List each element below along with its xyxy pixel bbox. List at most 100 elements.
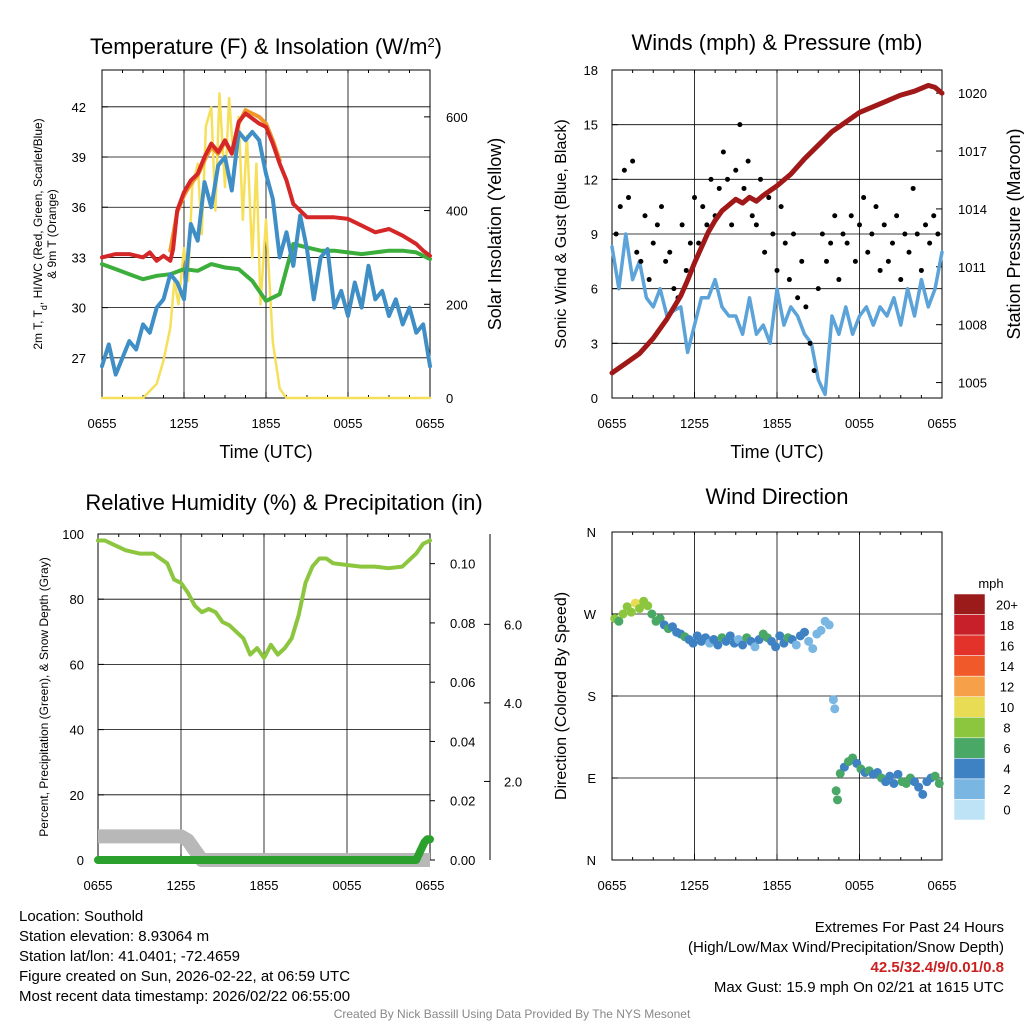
colorbar-label: 0 [1003, 803, 1010, 818]
rh-series-humidity [96, 538, 432, 660]
rh-ytick-label: 20 [70, 788, 84, 803]
location-text: Location: Southold [19, 908, 144, 925]
wind-gust-point [737, 122, 743, 128]
rh-ytick-label: 80 [70, 592, 84, 607]
wind-gust-point [634, 249, 640, 255]
temp-y2label: Solar Insolation (Yellow) [485, 138, 505, 330]
temp-ytick-label: 36 [72, 200, 86, 215]
dir-xtick-label: 0655 [928, 878, 957, 893]
wind-gust-point [906, 249, 912, 255]
rh-ytick-label: 60 [70, 657, 84, 672]
temp-xtick-label: 1255 [170, 416, 199, 431]
wind-gust-point [778, 204, 784, 210]
temp-ylabel-line2: & 9m T (Orange) [45, 189, 59, 279]
wind-gust-point [654, 222, 660, 228]
dir-xtick-label: 1255 [680, 878, 709, 893]
dir-point [618, 609, 628, 619]
wind-ytick-label: 0 [591, 391, 598, 406]
wind-gust-point [692, 195, 697, 201]
colorbar-label: 20+ [996, 597, 1018, 612]
colorbar-swatch [953, 634, 986, 656]
rh-xtick-label: 0055 [333, 878, 362, 893]
colorbar-swatch [953, 696, 986, 718]
wind-gust-point [894, 213, 900, 219]
dir-point [808, 644, 818, 654]
rh-xtick-label: 0655 [416, 878, 445, 893]
wind-gust-point [716, 185, 722, 191]
colorbar-swatch [953, 614, 986, 636]
rh-series-precip [94, 835, 434, 864]
colorbar-label: 2 [1003, 782, 1010, 797]
wind-gust-point [803, 304, 809, 310]
rh-ytick-label: 40 [70, 723, 84, 738]
wind-ytick-label: 18 [584, 63, 598, 78]
wind-gust-point [873, 204, 879, 210]
rh-precip-tick-label: 0.02 [450, 794, 475, 809]
extremes-values: 42.5/32.4/9/0.01/0.8 [870, 959, 1004, 976]
dir-point [771, 642, 781, 652]
dir-point [816, 625, 826, 635]
colorbar-label: 18 [1000, 618, 1014, 633]
wind-gust-point [687, 240, 693, 246]
dir-ytick-label: S [587, 689, 596, 704]
rh-ytick-label: 0 [77, 853, 84, 868]
wind-gust-point [815, 286, 821, 292]
dir-xtick-label: 0055 [845, 878, 874, 893]
wind-gust-point [840, 231, 846, 237]
colorbar-label: 6 [1003, 741, 1010, 756]
wind-gust-point [617, 204, 623, 210]
wind-gust-point [791, 231, 796, 237]
dir-point [800, 627, 809, 637]
wind-xtick-label: 0655 [598, 416, 627, 431]
dir-point [930, 771, 940, 781]
rh-snow-tick-label: 6.0 [504, 617, 522, 632]
wind-gust-point [720, 149, 726, 155]
temp-ylabel-b: , HI/WC (Red, Green, Scarlet/Blue) [31, 118, 45, 305]
wind-gust-point [914, 231, 920, 237]
dir-point [738, 640, 748, 650]
dir-ytick-label: E [587, 771, 596, 786]
dir-point [828, 695, 838, 705]
dir-ytick-label: N [587, 853, 596, 868]
max-gust-text: Max Gust: 15.9 mph On 02/21 at 1615 UTC [713, 979, 1004, 996]
temp-ytick-label: 33 [72, 250, 86, 265]
colorbar-title: mph [978, 576, 1003, 591]
wind-gust-point [774, 267, 780, 273]
wind-gust-point [646, 277, 652, 283]
temp-ytick-label: 27 [72, 351, 86, 366]
temp-ytick-label: 42 [72, 100, 86, 115]
rh-precip-tick-label: 0.00 [450, 853, 475, 868]
temp-ytick-label: 39 [72, 150, 86, 165]
temp-series-insolation [100, 92, 432, 400]
colorbar-swatch [953, 737, 986, 759]
wind-gust-point [630, 158, 636, 164]
wind-gust-point [679, 222, 685, 228]
temp-series-dewpoint [100, 242, 432, 303]
wind-series-pressure [609, 82, 945, 376]
wind-gust-point [807, 340, 813, 346]
colorbar-label: 16 [1000, 638, 1014, 653]
wind-gust-point [683, 267, 689, 273]
dir-point [626, 607, 636, 617]
wind-gust-point [836, 277, 842, 283]
wind-gust-point [613, 231, 619, 237]
wind-xlabel: Time (UTC) [730, 442, 823, 462]
wind-gust-point [745, 158, 751, 164]
temp-xtick-label: 1855 [252, 416, 281, 431]
dir-ylabel: Direction (Colored By Speed) [553, 592, 570, 800]
wind-gust-point [824, 258, 829, 264]
colorbar-swatch [953, 675, 986, 697]
dir-point [831, 786, 841, 796]
recent-text: Most recent data timestamp: 2026/02/22 0… [19, 988, 351, 1005]
wind-gust-point [708, 176, 714, 182]
wind-gust-point [671, 286, 677, 292]
dir-point [804, 636, 814, 646]
wind-gust-point [848, 213, 854, 219]
dir-point [934, 778, 944, 788]
wind-gust-point [865, 249, 871, 255]
colorbar-label: 14 [1000, 659, 1014, 674]
wind-gust-point [749, 213, 755, 219]
temp-y2tick-label: 0 [446, 391, 453, 406]
dir-point [688, 638, 698, 648]
wind-gust-point [642, 213, 648, 219]
